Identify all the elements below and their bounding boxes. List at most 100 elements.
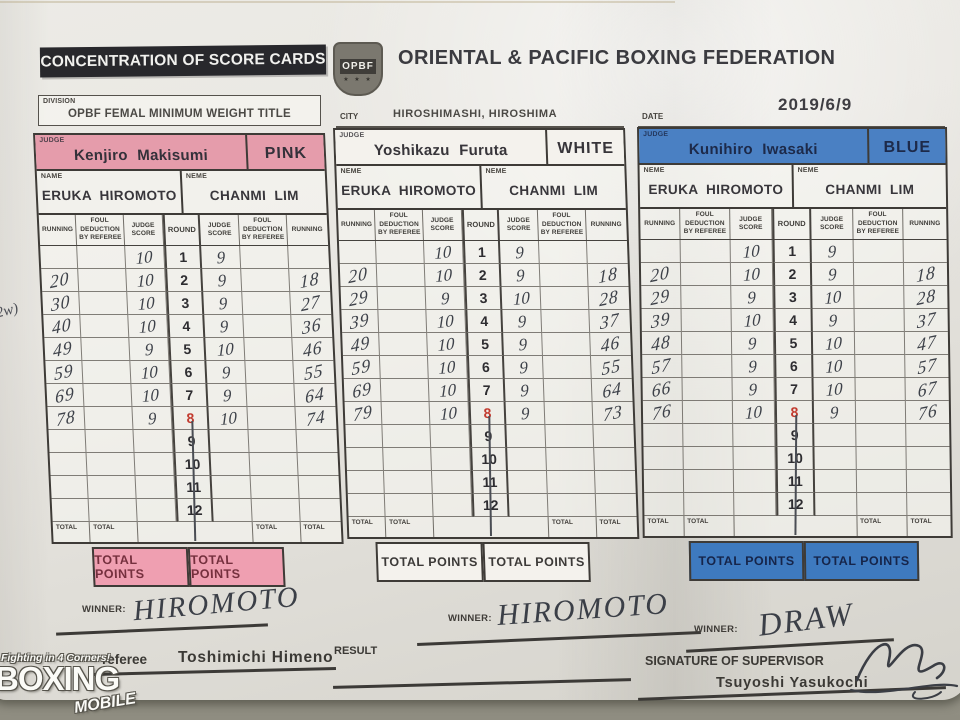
round-number: 6: [773, 355, 814, 378]
left-foul-cell: [378, 310, 428, 333]
left-running-cell: [643, 424, 684, 447]
right-foul-cell: [248, 430, 298, 453]
left-foul-cell: [382, 402, 431, 425]
supervisor-signature: [849, 643, 959, 700]
left-score-cell: 9: [732, 355, 775, 378]
left-foul-cell: [83, 384, 133, 407]
right-running-cell: 46: [589, 332, 631, 356]
handwritten-left-score: 9: [440, 287, 450, 309]
left-score-cell: 10: [427, 356, 468, 379]
left-foul-cell: [382, 425, 432, 448]
total-points-box-right: TOTAL POINTS: [187, 547, 286, 587]
right-name-label: NEME: [485, 168, 507, 175]
left-foul-cell: [85, 430, 135, 453]
handwritten-left-running: 48: [651, 330, 672, 356]
right-foul-cell: [853, 286, 905, 309]
right-score-cell: 9: [503, 333, 544, 356]
left-name-label: NAME: [40, 173, 63, 180]
right-running-cell: 64: [591, 377, 633, 403]
handwritten-right-score: 9: [221, 361, 231, 383]
total-label: TOTAL: [860, 518, 882, 525]
left-score-cell: [431, 448, 471, 471]
left-foul-cell: [682, 378, 734, 401]
left-foul-cell: [383, 448, 432, 471]
right-score-cell: 9: [811, 240, 854, 263]
right-score-cell: 10: [813, 355, 856, 378]
total-label: TOTAL: [303, 524, 325, 531]
right-running-cell: 37: [589, 309, 631, 333]
round-number: 2: [165, 269, 204, 292]
handwritten-right-score: 9: [828, 309, 838, 331]
left-running-cell: 66: [642, 377, 683, 401]
handwritten-right-score: 9: [216, 246, 226, 268]
left-boxer-cell: NEME ERUKA HIROMOTO: [639, 165, 795, 207]
total-points-box-left: TOTAL POINTS: [91, 547, 190, 587]
right-running-cell: [906, 470, 951, 493]
left-running-cell: 57: [642, 354, 683, 378]
handwritten-right-running: 36: [301, 313, 322, 339]
right-running-cell: 36: [290, 313, 333, 339]
total-cell: TOTAL: [90, 522, 139, 542]
left-foul-cell: [680, 240, 732, 263]
handwritten-right-running: 64: [602, 377, 622, 403]
round-number: 5: [168, 338, 207, 361]
left-running-cell: [338, 241, 378, 264]
boxer-names-row: NAME ERUKA HIROMOTO NEME CHANMI LIM: [36, 171, 327, 215]
right-score-cell: 9: [203, 292, 244, 315]
handwritten-left-score: 9: [748, 378, 758, 400]
left-running-cell: 20: [339, 263, 378, 287]
judge-color-badge: PINK: [245, 135, 325, 169]
left-foul-cell: [681, 355, 733, 378]
right-running-cell: 47: [904, 331, 949, 355]
right-foul-cell: [854, 332, 906, 355]
right-foul-cell: [250, 476, 300, 499]
left-foul-cell: [683, 447, 735, 470]
left-foul-cell: [681, 309, 733, 332]
left-running-cell: [643, 470, 684, 493]
total-label: TOTAL: [255, 524, 278, 531]
rounds-grid: 10 1 9 20 10 2 9 18 29 9 3 10 28 39 10 4 9 37 49 10 5 9 46 59 10…: [338, 241, 637, 517]
division-label: DIVISION: [43, 98, 76, 105]
city-value: HIROSHIMASHI, HIROSHIMA: [393, 108, 558, 120]
left-boxer-name: ERUKA HIROMOTO: [340, 183, 477, 198]
left-score-cell: 10: [428, 379, 469, 402]
column-header-row: RUNNING FOUL DEDUCTION BY REFEREE JUDGE SC…: [337, 210, 627, 241]
column-header-foul-deduction-by-referee: FOUL DEDUCTION BY REFEREE: [679, 209, 731, 239]
right-foul-cell: [244, 338, 294, 361]
scorecard-white: JUDGE Yoshikazu Furuta WHITE NEME ERUKA …: [333, 128, 641, 582]
left-running-cell: 49: [44, 337, 83, 361]
handwritten-left-running: 39: [350, 308, 370, 334]
handwritten-left-score: 9: [747, 286, 757, 308]
round-number: 3: [464, 287, 503, 310]
left-score-cell: 9: [731, 286, 774, 309]
left-running-cell: [640, 240, 681, 263]
left-foul-cell: [376, 241, 425, 264]
left-running-cell: 59: [342, 355, 382, 379]
right-running-cell: [299, 499, 341, 522]
left-running-cell: 30: [42, 291, 81, 315]
right-boxer-cell: NEME CHANMI LIM: [794, 165, 947, 207]
city-underline: [336, 126, 624, 128]
right-foul-cell: [249, 453, 299, 476]
total-points-box-right: TOTAL POINTS: [803, 541, 920, 581]
right-running-cell: 74: [295, 406, 337, 430]
opbf-logo-dots: ★ ★ ★: [343, 77, 373, 83]
left-score-cell: [734, 470, 776, 493]
total-cell: TOTAL: [596, 517, 637, 537]
handwritten-left-score: 10: [142, 384, 160, 406]
column-header-foul-deduction-by-referee: FOUL DEDUCTION BY REFEREE: [238, 215, 288, 245]
right-foul-cell: [541, 310, 590, 333]
handwritten-right-score: 9: [517, 310, 527, 332]
right-foul-cell: [245, 361, 295, 384]
column-header-running: RUNNING: [291, 225, 323, 233]
left-score-cell: 10: [429, 402, 470, 425]
left-running-cell: 39: [641, 308, 682, 332]
right-score-cell: 9: [502, 310, 543, 333]
right-score-cell: [506, 425, 547, 448]
left-running-cell: 40: [43, 314, 82, 338]
right-foul-cell: [542, 333, 591, 356]
right-score-cell: [509, 494, 549, 517]
handwritten-right-score: 10: [825, 332, 842, 354]
left-score-cell: 10: [127, 292, 168, 315]
left-running-cell: 78: [47, 406, 86, 430]
